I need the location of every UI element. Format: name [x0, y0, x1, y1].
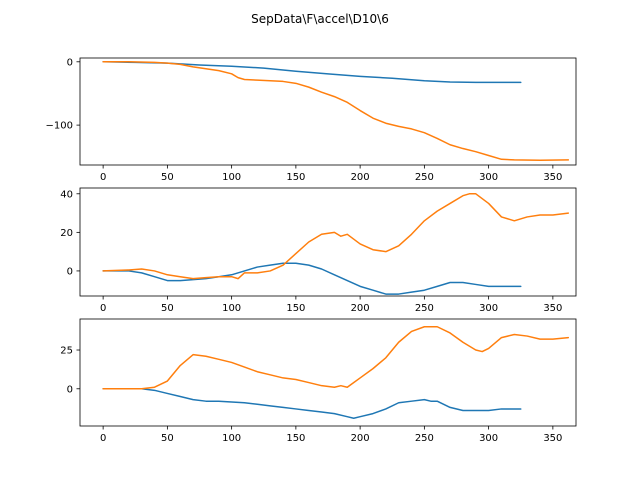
- subplot-3-x-tick-label: 350: [543, 433, 562, 444]
- subplot-1-series-line-2: [102, 61, 570, 161]
- subplot-3-x-tick-label: 0: [100, 433, 106, 444]
- subplot-1-y-tick-label: 0: [67, 57, 73, 68]
- subplot-3-x-tick-label: 200: [351, 433, 370, 444]
- subplot-2-x-tick-label: 100: [222, 303, 241, 314]
- subplot-1-x-tick-label: 100: [222, 172, 241, 183]
- subplot-2-series-line-2: [102, 193, 570, 280]
- figure-title: SepData\F\accel\D10\6: [251, 12, 389, 26]
- subplot-1-x-tick-label: 200: [351, 172, 370, 183]
- subplot-1-x-tick-label: 0: [100, 172, 106, 183]
- subplot-2-x-tick-label: 0: [100, 303, 106, 314]
- subplot-2-x-tick-label: 350: [543, 303, 562, 314]
- subplot-3-y-tick-label: 25: [60, 346, 73, 357]
- subplot-2-x-tick-label: 200: [351, 303, 370, 314]
- subplot-1-x-tick-label: 300: [479, 172, 498, 183]
- subplot-1-x-tick-label: 350: [543, 172, 562, 183]
- subplot-2-series-line-1: [102, 262, 522, 295]
- subplot-3-axes-frame: [79, 318, 577, 427]
- subplot-1-x-tick-label: 150: [286, 172, 305, 183]
- subplot-2-x-tick-label: 150: [286, 303, 305, 314]
- subplot-2-x-tick-label: 50: [161, 303, 174, 314]
- subplot-3-x-tick-label: 150: [286, 433, 305, 444]
- subplot-2-y-tick-label: 40: [60, 189, 73, 200]
- subplot-1-y-tick-label: −100: [46, 121, 73, 132]
- subplot-2-axes-frame: [79, 187, 577, 297]
- subplot-3-y-tick-label: 0: [67, 384, 73, 395]
- subplot-2-y-tick-label: 20: [60, 228, 73, 239]
- subplot-3-x-tick-label: 50: [161, 433, 174, 444]
- subplot-1-axes-frame: [79, 57, 577, 166]
- subplot-3-series-line-1: [102, 388, 522, 419]
- subplot-1-x-tick-label: 50: [161, 172, 174, 183]
- subplot-3-x-tick-label: 300: [479, 433, 498, 444]
- subplot-3-series-line-2: [102, 326, 570, 390]
- subplot-3: 0 50 100 150 200 250 300 350 0 25: [60, 318, 577, 444]
- subplot-2-x-tick-label: 300: [479, 303, 498, 314]
- subplot-1-x-tick-label: 250: [415, 172, 434, 183]
- subplot-1: 0 50 100 150 200 250 300 350 0 −100: [46, 57, 577, 183]
- subplot-3-x-tick-label: 250: [415, 433, 434, 444]
- subplot-2-x-tick-label: 250: [415, 303, 434, 314]
- subplot-3-x-tick-label: 100: [222, 433, 241, 444]
- subplot-2-y-tick-label: 0: [67, 266, 73, 277]
- subplot-2: 0 50 100 150 200 250 300 350 0 20 40: [60, 187, 577, 314]
